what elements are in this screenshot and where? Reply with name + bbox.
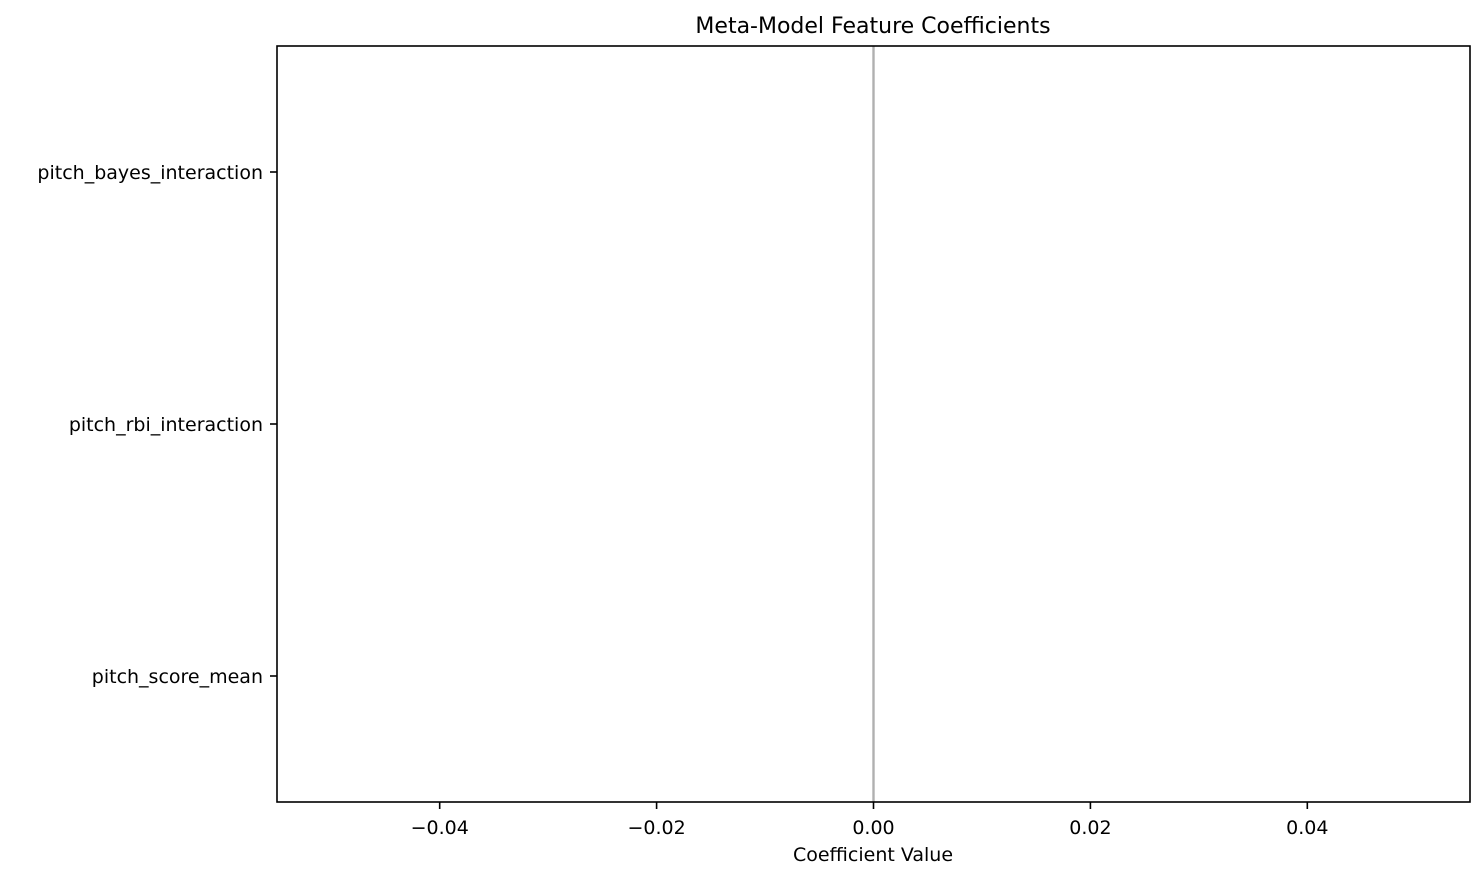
x-axis-ticks: −0.04 −0.02 0.00 0.02 0.04 — [411, 802, 1328, 839]
y-tick-label: pitch_bayes_interaction — [37, 162, 263, 184]
chart-title: Meta-Model Feature Coefficients — [695, 14, 1050, 39]
y-tick-label: pitch_score_mean — [92, 666, 263, 688]
x-tick-label: 0.04 — [1286, 817, 1328, 839]
x-axis-label: Coefficient Value — [793, 844, 953, 866]
x-tick-label: 0.02 — [1069, 817, 1111, 839]
y-tick-label: pitch_rbi_interaction — [69, 414, 263, 436]
x-tick-label: 0.00 — [852, 817, 894, 839]
x-tick-label: −0.02 — [627, 817, 685, 839]
x-tick-label: −0.04 — [411, 817, 469, 839]
y-axis-ticks: pitch_bayes_interaction pitch_rbi_interac… — [37, 162, 277, 688]
